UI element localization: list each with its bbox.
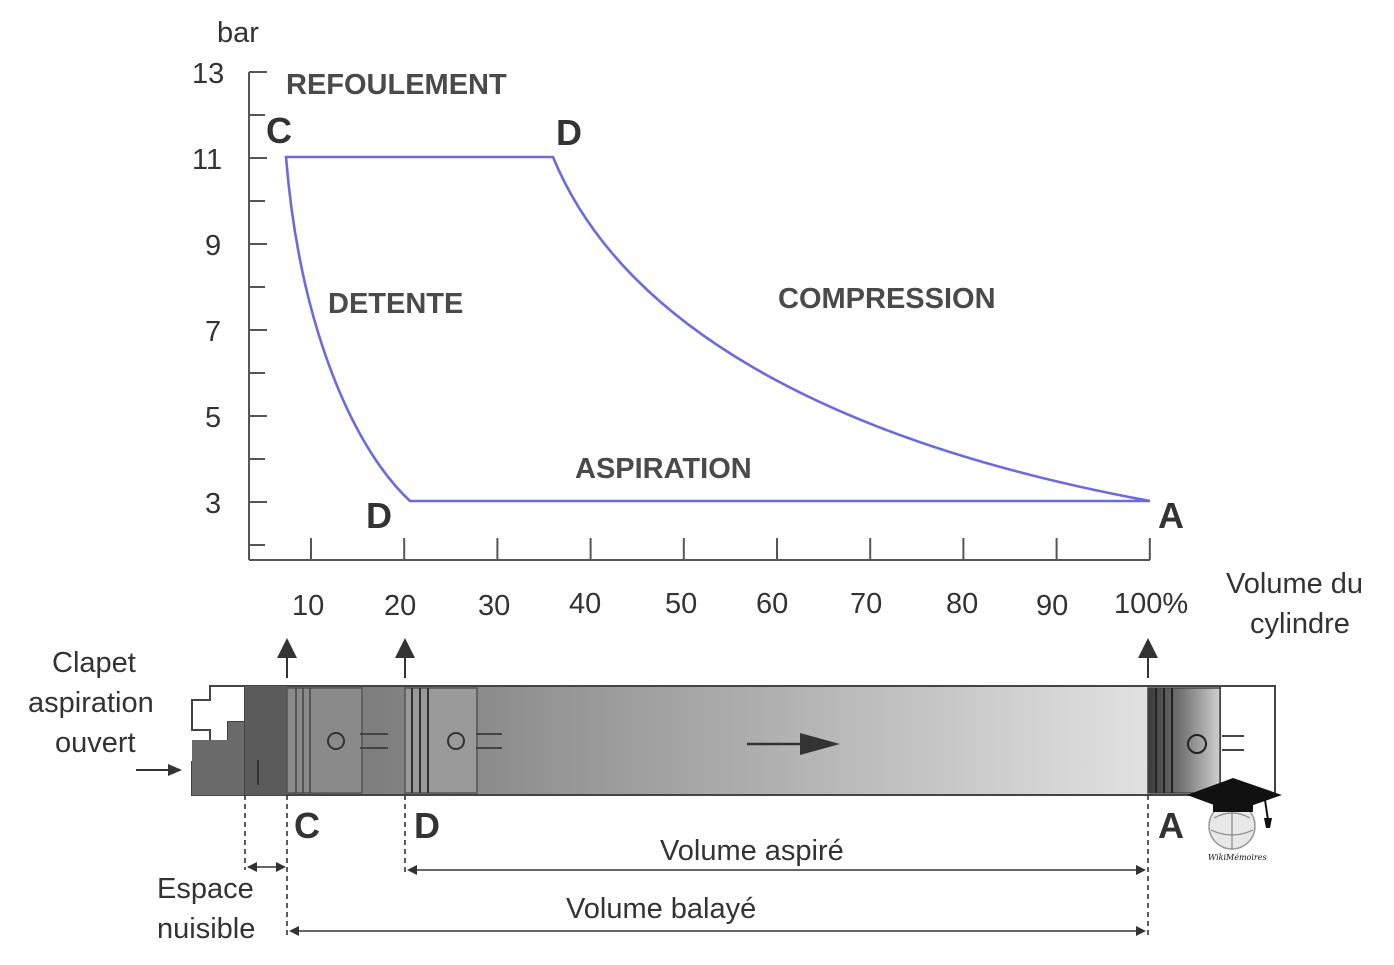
y-tick-label: 3: [205, 488, 221, 520]
piston-at-a: [1147, 687, 1244, 794]
y-axis-unit: bar: [217, 17, 259, 49]
point-d-bottom: D: [366, 495, 392, 536]
x-tick-label: 50: [665, 588, 697, 620]
x-tick-label: 10: [292, 590, 324, 622]
clapet-label-line2: aspiration: [28, 687, 154, 719]
x-axis-label-line2: cylindre: [1250, 608, 1350, 640]
point-a-right: A: [1158, 495, 1184, 536]
volume-balaye-label: Volume balayé: [566, 893, 756, 925]
x-tick-label: 100%: [1114, 588, 1188, 620]
piston-at-c: [286, 687, 388, 794]
wikimemoires-logo: WikiMémoires: [1187, 778, 1282, 862]
x-tick-label: 80: [946, 588, 978, 620]
x-tick-label: 60: [756, 588, 788, 620]
x-axis: [249, 538, 1151, 561]
y-tick-label: 13: [192, 58, 224, 90]
x-tick-label: 40: [569, 588, 601, 620]
espace-label-line2: nuisible: [157, 913, 255, 945]
point-c-piston: C: [294, 805, 320, 846]
point-c-top: C: [266, 110, 292, 151]
dimension-arrowheads: [247, 862, 1146, 936]
y-axis: [248, 71, 267, 560]
clapet-label-line3: ouvert: [55, 727, 136, 759]
point-d-top: D: [556, 112, 582, 153]
region-refoulement: REFOULEMENT: [286, 69, 507, 101]
y-tick-label: 5: [205, 402, 221, 434]
x-tick-label: 70: [850, 588, 882, 620]
piston-at-d: [404, 687, 502, 794]
clapet-label-line1: Clapet: [52, 647, 136, 679]
region-detente: DETENTE: [328, 288, 463, 320]
inlet-arrow: [136, 764, 182, 776]
x-tick-label: 90: [1036, 590, 1068, 622]
position-arrows: [277, 638, 1158, 678]
volume-aspire-label: Volume aspiré: [660, 835, 844, 867]
x-tick-label: 20: [384, 590, 416, 622]
y-tick-label: 9: [205, 230, 221, 262]
y-tick-label: 7: [205, 316, 221, 348]
point-d-piston: D: [414, 805, 440, 846]
region-compression: COMPRESSION: [778, 283, 996, 315]
motion-arrow: [747, 733, 840, 755]
y-tick-label: 11: [192, 144, 222, 176]
dimension-lines: [244, 795, 1149, 935]
point-a-piston: A: [1158, 805, 1184, 846]
x-tick-label: 30: [478, 590, 510, 622]
region-aspiration: ASPIRATION: [575, 453, 752, 485]
logo-text: WikiMémoires: [1208, 853, 1267, 862]
espace-label-line1: Espace: [157, 873, 254, 905]
x-axis-label-line1: Volume du: [1226, 568, 1363, 600]
pv-cycle-curve: [284, 155, 1151, 503]
cylinder: [191, 685, 1276, 796]
